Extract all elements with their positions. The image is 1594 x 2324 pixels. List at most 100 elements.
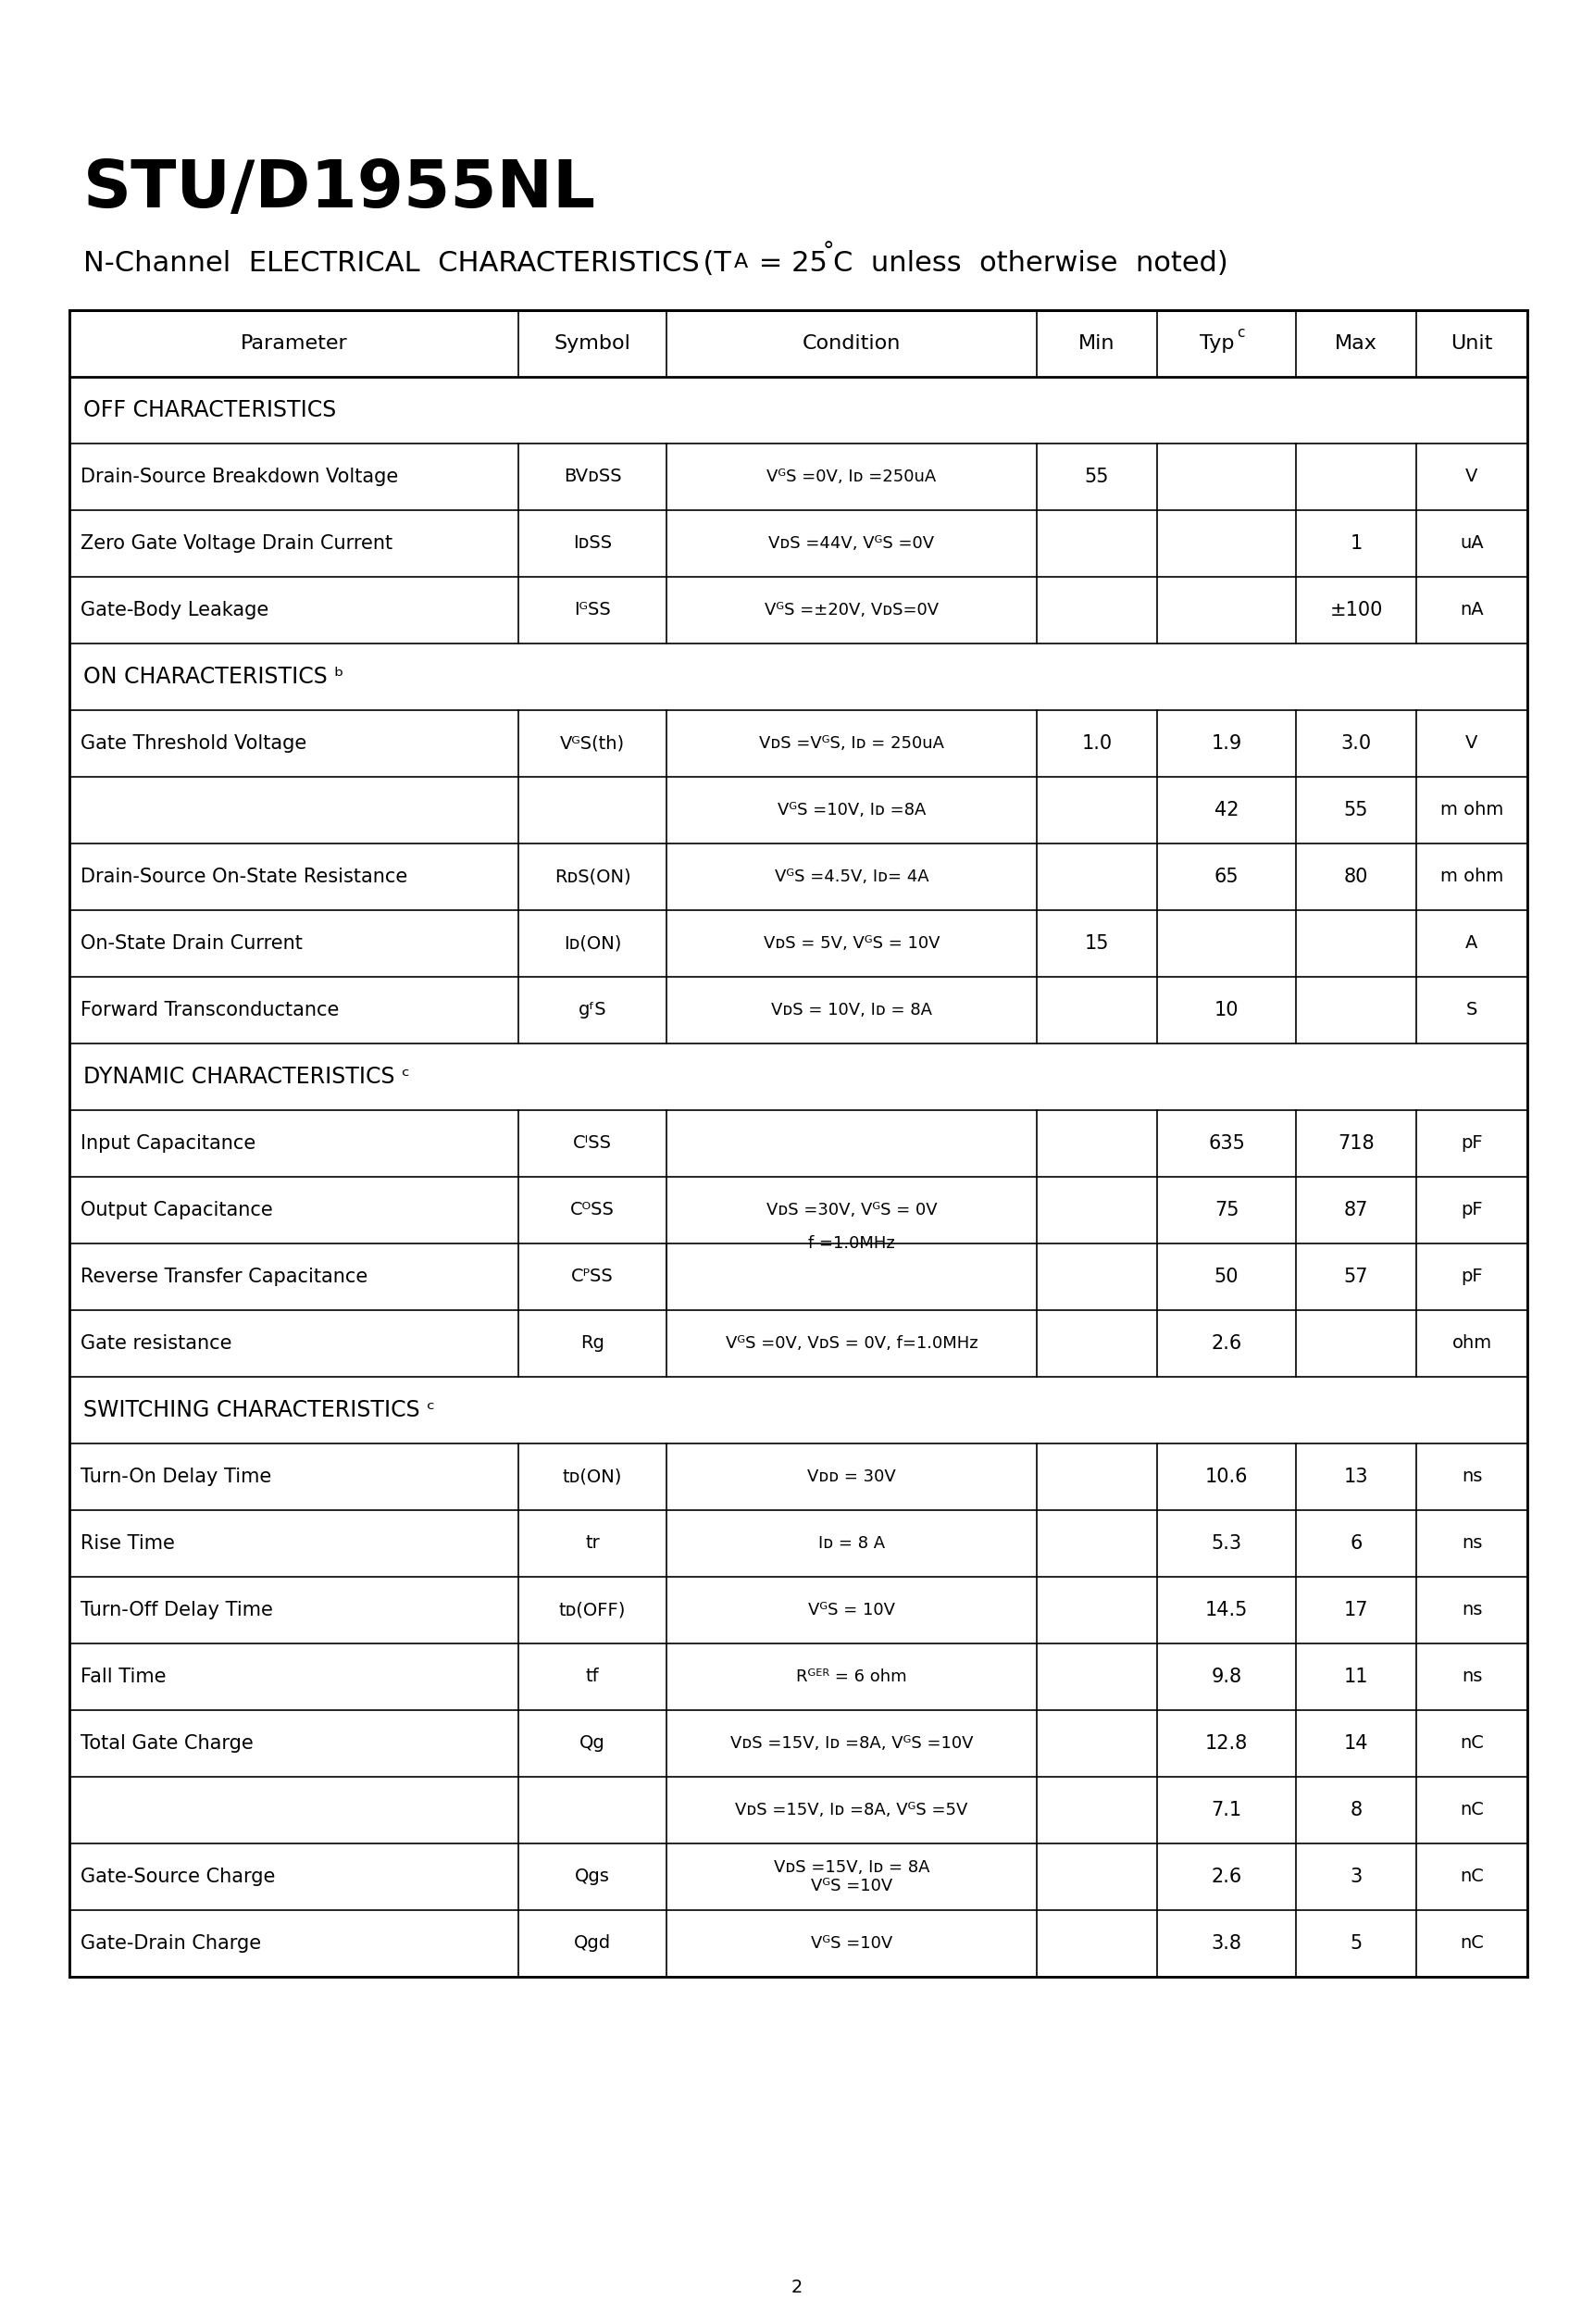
Text: 14: 14: [1344, 1734, 1368, 1752]
Text: V: V: [1465, 467, 1478, 486]
Text: C  unless  otherwise  noted): C unless otherwise noted): [834, 251, 1227, 277]
Text: A: A: [1465, 934, 1478, 953]
Text: 10: 10: [1215, 1002, 1239, 1020]
Text: ns: ns: [1462, 1601, 1482, 1620]
Text: Rᴳᴱᴿ = 6 ohm: Rᴳᴱᴿ = 6 ohm: [797, 1669, 907, 1685]
Text: IᴅSS: IᴅSS: [572, 535, 612, 553]
Text: ohm: ohm: [1452, 1334, 1492, 1353]
Text: 7.1: 7.1: [1211, 1801, 1242, 1820]
Text: uA: uA: [1460, 535, 1484, 553]
Text: Turn-Off Delay Time: Turn-Off Delay Time: [81, 1601, 273, 1620]
Text: Gate Threshold Voltage: Gate Threshold Voltage: [81, 734, 306, 753]
Text: Qgd: Qgd: [574, 1934, 611, 1952]
Text: 55: 55: [1084, 467, 1109, 486]
Text: VᴳS = 10V: VᴳS = 10V: [808, 1601, 896, 1618]
Text: 3.0: 3.0: [1341, 734, 1371, 753]
Text: Parameter: Parameter: [241, 335, 347, 353]
Text: VᴅS =VᴳS, Iᴅ = 250uA: VᴅS =VᴳS, Iᴅ = 250uA: [759, 734, 944, 753]
Text: BVᴅSS: BVᴅSS: [563, 467, 622, 486]
Text: CᴾSS: CᴾSS: [571, 1269, 614, 1285]
Text: Forward Transconductance: Forward Transconductance: [81, 1002, 340, 1020]
Text: 3.8: 3.8: [1211, 1934, 1242, 1952]
Text: Vᴅᴅ = 30V: Vᴅᴅ = 30V: [807, 1469, 896, 1485]
Text: Iᴅ(ON): Iᴅ(ON): [564, 934, 622, 953]
Text: tᴅ(OFF): tᴅ(OFF): [559, 1601, 626, 1620]
Text: ns: ns: [1462, 1469, 1482, 1485]
Text: SWITCHING CHARACTERISTICS ᶜ: SWITCHING CHARACTERISTICS ᶜ: [83, 1399, 435, 1422]
Text: 11: 11: [1344, 1669, 1368, 1685]
Text: Output Capacitance: Output Capacitance: [81, 1202, 273, 1220]
Text: nC: nC: [1460, 1934, 1484, 1952]
Text: 57: 57: [1344, 1267, 1368, 1285]
Text: 5: 5: [1350, 1934, 1363, 1952]
Text: °: °: [823, 242, 835, 263]
Text: Fall Time: Fall Time: [81, 1669, 166, 1685]
Text: ON CHARACTERISTICS ᵇ: ON CHARACTERISTICS ᵇ: [83, 665, 344, 688]
Text: 80: 80: [1344, 867, 1368, 885]
Text: = 25: = 25: [749, 251, 827, 277]
Text: 15: 15: [1084, 934, 1109, 953]
Text: VᴳS =0V, VᴅS = 0V, f=1.0MHz: VᴳS =0V, VᴅS = 0V, f=1.0MHz: [725, 1336, 977, 1353]
Text: 50: 50: [1215, 1267, 1239, 1285]
Text: VᴅS = 5V, VᴳS = 10V: VᴅS = 5V, VᴳS = 10V: [764, 934, 940, 953]
Text: Gate resistance: Gate resistance: [81, 1334, 231, 1353]
Text: Qg: Qg: [580, 1734, 606, 1752]
Text: A: A: [735, 253, 748, 272]
Text: VᴳS =0V, Iᴅ =250uA: VᴳS =0V, Iᴅ =250uA: [767, 469, 936, 486]
Text: gᶠS: gᶠS: [579, 1002, 607, 1018]
Text: VᴳS =4.5V, Iᴅ= 4A: VᴳS =4.5V, Iᴅ= 4A: [775, 869, 929, 885]
Text: 718: 718: [1337, 1134, 1374, 1153]
Text: 2.6: 2.6: [1211, 1334, 1242, 1353]
Text: OFF CHARACTERISTICS: OFF CHARACTERISTICS: [83, 400, 336, 421]
Text: Gate-Drain Charge: Gate-Drain Charge: [81, 1934, 261, 1952]
Text: tf: tf: [585, 1669, 599, 1685]
Text: On-State Drain Current: On-State Drain Current: [81, 934, 303, 953]
Text: 10.6: 10.6: [1205, 1466, 1248, 1485]
Text: Min: Min: [1079, 335, 1116, 353]
Text: CᴵSS: CᴵSS: [572, 1134, 612, 1153]
Text: 42: 42: [1215, 802, 1239, 820]
Text: 8: 8: [1350, 1801, 1363, 1820]
Text: 635: 635: [1208, 1134, 1245, 1153]
Text: DYNAMIC CHARACTERISTICS ᶜ: DYNAMIC CHARACTERISTICS ᶜ: [83, 1067, 410, 1088]
Text: ns: ns: [1462, 1534, 1482, 1552]
Text: 2.6: 2.6: [1211, 1868, 1242, 1887]
Text: 75: 75: [1215, 1202, 1239, 1220]
Text: Rg: Rg: [580, 1334, 604, 1353]
Text: 6: 6: [1350, 1534, 1363, 1552]
Text: Input Capacitance: Input Capacitance: [81, 1134, 255, 1153]
Text: S: S: [1466, 1002, 1478, 1018]
Text: Turn-On Delay Time: Turn-On Delay Time: [81, 1466, 271, 1485]
Text: tᴅ(ON): tᴅ(ON): [563, 1469, 622, 1485]
Text: m ohm: m ohm: [1441, 802, 1503, 818]
Text: IᴳSS: IᴳSS: [574, 602, 611, 618]
Text: Total Gate Charge: Total Gate Charge: [81, 1734, 253, 1752]
Text: Iᴅ = 8 A: Iᴅ = 8 A: [818, 1536, 885, 1552]
Text: ±100: ±100: [1329, 602, 1382, 621]
Text: VᴅS =15V, Iᴅ = 8A
VᴳS =10V: VᴅS =15V, Iᴅ = 8A VᴳS =10V: [773, 1859, 929, 1894]
Text: f =1.0MHz: f =1.0MHz: [808, 1234, 894, 1253]
Text: VᴅS =30V, VᴳS = 0V: VᴅS =30V, VᴳS = 0V: [767, 1202, 937, 1218]
Text: ns: ns: [1462, 1669, 1482, 1685]
Text: 14.5: 14.5: [1205, 1601, 1248, 1620]
Text: CᴼSS: CᴼSS: [571, 1202, 615, 1220]
Text: Drain-Source On-State Resistance: Drain-Source On-State Resistance: [81, 867, 408, 885]
Text: Gate-Body Leakage: Gate-Body Leakage: [81, 602, 269, 621]
Text: V: V: [1465, 734, 1478, 753]
Text: 13: 13: [1344, 1466, 1368, 1485]
Text: 3: 3: [1350, 1868, 1363, 1887]
Text: VᴳS(th): VᴳS(th): [559, 734, 625, 753]
Text: c: c: [1237, 325, 1245, 339]
Text: RᴅS(ON): RᴅS(ON): [555, 869, 631, 885]
Text: 12.8: 12.8: [1205, 1734, 1248, 1752]
Text: 1.0: 1.0: [1082, 734, 1113, 753]
Text: 1.9: 1.9: [1211, 734, 1242, 753]
Text: VᴅS = 10V, Iᴅ = 8A: VᴅS = 10V, Iᴅ = 8A: [771, 1002, 932, 1018]
Text: VᴅS =44V, VᴳS =0V: VᴅS =44V, VᴳS =0V: [768, 535, 934, 551]
Text: 5.3: 5.3: [1211, 1534, 1242, 1552]
Text: (T: (T: [685, 251, 732, 277]
Text: nA: nA: [1460, 602, 1484, 618]
Text: Drain-Source Breakdown Voltage: Drain-Source Breakdown Voltage: [81, 467, 398, 486]
Text: pF: pF: [1460, 1269, 1482, 1285]
Text: Condition: Condition: [802, 335, 901, 353]
